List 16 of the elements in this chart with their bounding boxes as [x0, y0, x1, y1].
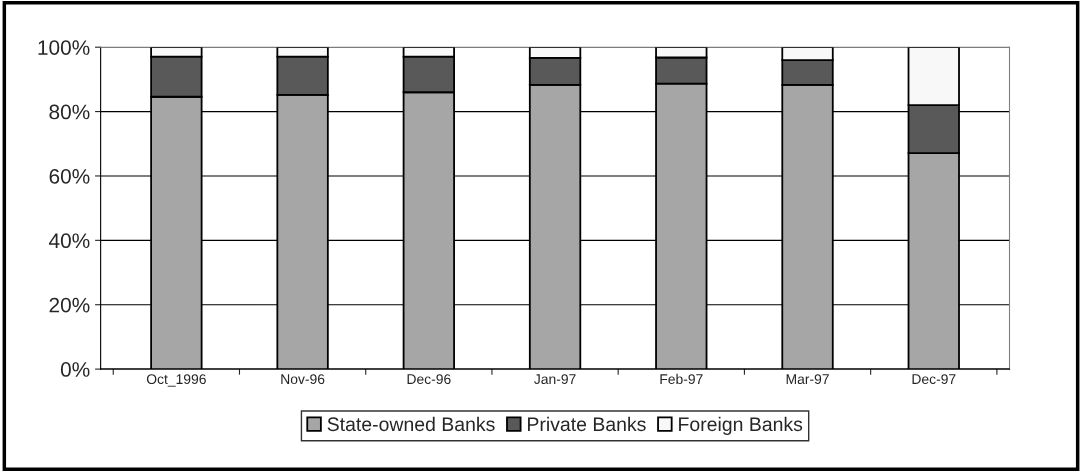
- y-tick-label: 60%: [49, 168, 90, 184]
- y-tick-label: 80%: [49, 104, 90, 120]
- y-tick-label: 40%: [48, 233, 90, 249]
- legend-label: State-owned Banks: [327, 416, 495, 432]
- y-tick-label: 20%: [49, 297, 90, 313]
- legend-label: Foreign Banks: [679, 416, 803, 435]
- legend-label: Private Banks: [528, 416, 646, 432]
- x-tick-label: Nov-96: [281, 374, 325, 385]
- x-tick-label: Oct_1996: [146, 374, 206, 387]
- x-tick-label: Dec-96: [407, 374, 451, 385]
- y-tick-label: 0%: [60, 362, 90, 377]
- x-tick-label: Mar-97: [786, 374, 829, 385]
- x-tick-label: Jan-97: [534, 374, 576, 385]
- y-tick-label: 100%: [38, 40, 90, 55]
- x-tick-label: Feb-97: [660, 373, 703, 385]
- x-tick-label: Dec-97: [912, 374, 956, 385]
